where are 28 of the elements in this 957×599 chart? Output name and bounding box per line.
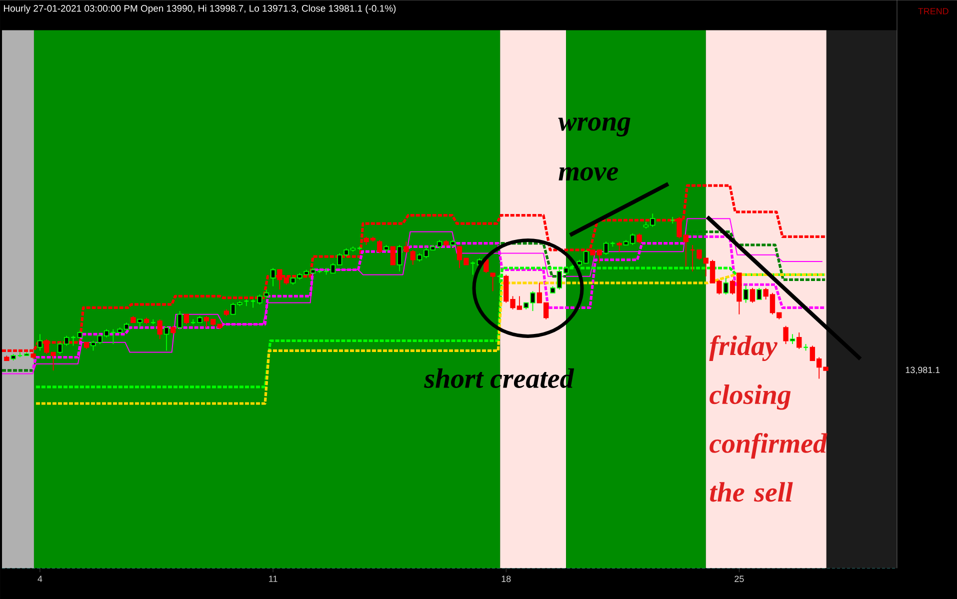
candlestick	[164, 327, 170, 352]
candlestick	[376, 239, 382, 254]
candlestick	[184, 314, 190, 325]
candlestick	[636, 232, 642, 244]
candlestick	[743, 284, 748, 304]
candlestick	[790, 334, 796, 344]
candlestick	[490, 272, 496, 292]
chart-title: Hourly 27-01-2021 03:00:00 PM Open 13990, Hi 13998.7, Lo 13971.3, Close 13981.1 (-0.1%)	[4, 4, 396, 14]
text: 13,981.1	[906, 366, 940, 374]
x-tick-label: 18	[502, 576, 511, 582]
candlestick	[396, 244, 402, 272]
candlestick	[470, 260, 476, 276]
candlestick	[157, 318, 162, 340]
candlestick	[270, 268, 276, 287]
candlestick	[616, 241, 622, 252]
candlestick	[783, 325, 788, 344]
candlestick	[390, 246, 396, 266]
x-tick-label: 11	[269, 576, 278, 582]
candlestick	[796, 332, 802, 350]
x-tick-label: 25	[734, 576, 744, 582]
candlestick	[750, 287, 756, 304]
candlestick	[603, 241, 609, 256]
text: TREND	[918, 8, 948, 14]
x-tick-label: 4	[38, 576, 42, 582]
candlestick	[37, 334, 43, 352]
candlestick	[723, 277, 728, 295]
candlestick	[756, 287, 762, 300]
candlestick	[177, 310, 182, 330]
